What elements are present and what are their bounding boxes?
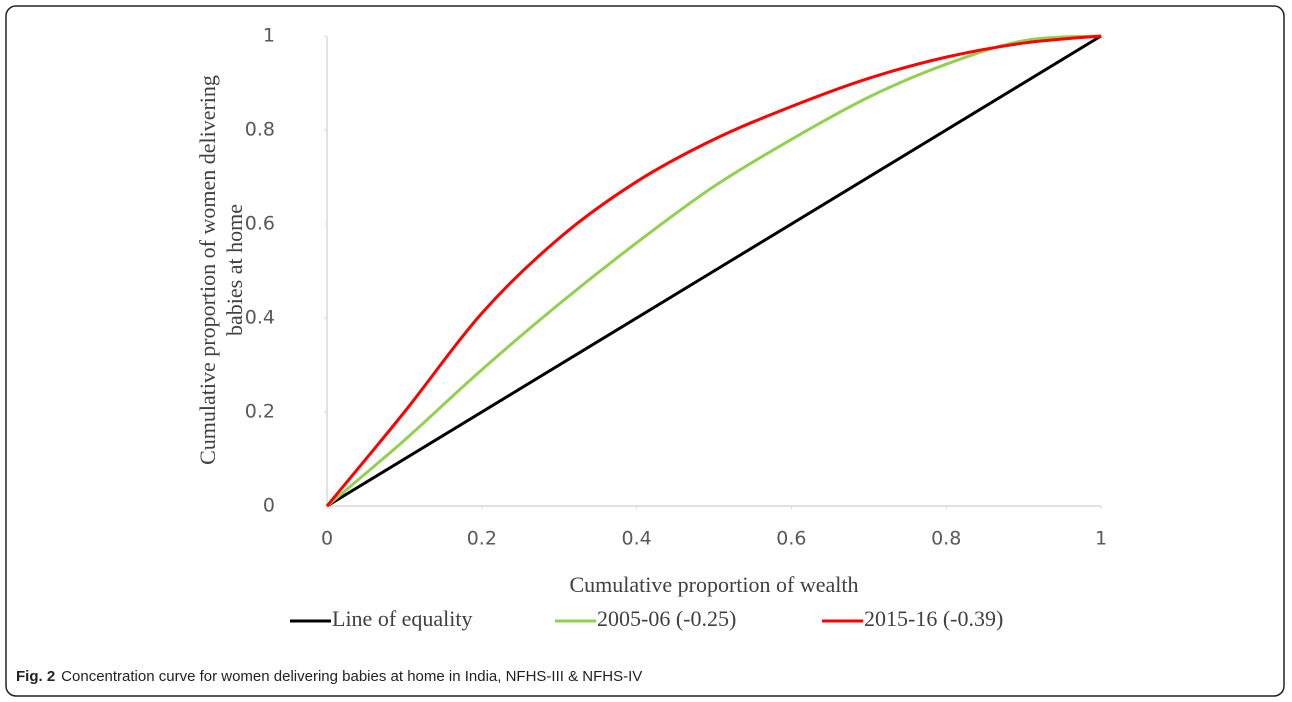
- line-series: [326, 34, 1102, 508]
- y-tick-label: 0.2: [245, 401, 275, 423]
- y-tick-label: 0.8: [245, 119, 275, 141]
- x-axis-title: Cumulative proportion of wealth: [570, 572, 859, 597]
- x-tick-label: 1: [1095, 528, 1107, 550]
- y-tick-label: 0.4: [245, 307, 275, 329]
- legend-label: 2015-16 (-0.39): [864, 606, 1003, 631]
- y-tick-label: 1: [263, 25, 275, 47]
- x-tick-label: 0: [321, 528, 333, 550]
- frame: [5, 5, 1285, 697]
- caption-label: Fig. 2: [16, 668, 55, 685]
- x-tick-label: 0.2: [467, 528, 497, 550]
- x-tick-label: 0.8: [931, 528, 961, 550]
- y-axis-title: babies at home: [222, 204, 247, 336]
- y-tick-label: 0: [263, 495, 275, 517]
- x-tick-label: 0.4: [621, 528, 651, 550]
- legend-label: Line of equality: [332, 606, 473, 631]
- y-axis-title: Cumulative proportion of women deliverin…: [195, 75, 220, 465]
- y-tick-label: 0.6: [245, 213, 275, 235]
- legend-label: 2005-06 (-0.25): [597, 606, 736, 631]
- line-series: [326, 34, 1102, 508]
- x-tick-label: 0.6: [776, 528, 806, 550]
- caption-text: Concentration curve for women delivering…: [61, 668, 642, 685]
- line-series: [325, 34, 1102, 507]
- caption: Fig. 2 Concentration curve for women deli…: [16, 668, 642, 685]
